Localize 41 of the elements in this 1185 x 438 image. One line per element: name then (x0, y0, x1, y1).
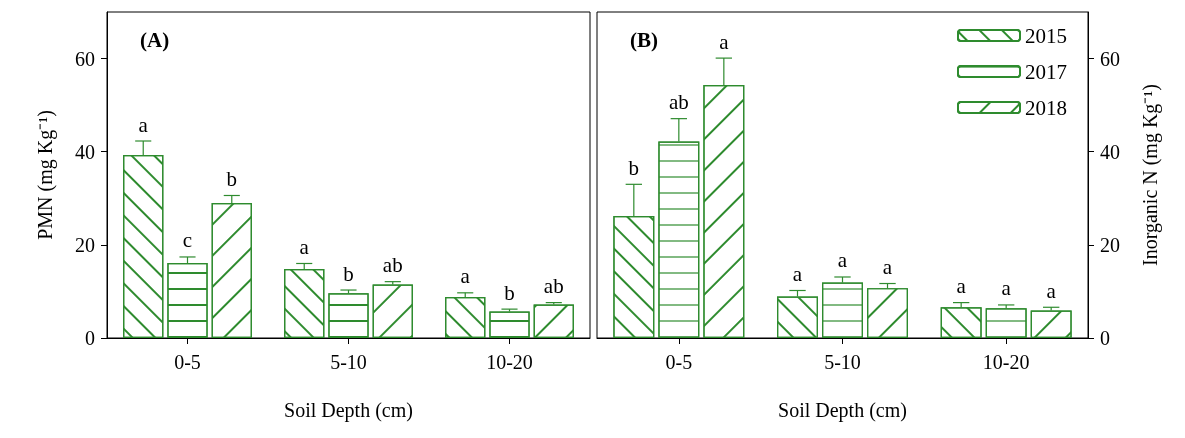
x-axis-title: Soil Depth (cm) (284, 399, 413, 422)
x-tick-label: 5-10 (824, 351, 861, 373)
x-axis-title: Soil Depth (cm) (778, 399, 907, 422)
data-label: a (956, 274, 967, 299)
data-label: ab (543, 274, 564, 299)
y-tick-label: 40 (75, 140, 95, 163)
text: (B) (630, 27, 658, 52)
data-label: a (1046, 278, 1057, 303)
legend-label: 2015 (1025, 23, 1067, 48)
x-tick-label: 5-10 (330, 351, 367, 373)
data-label: a (837, 248, 848, 273)
data-label: a (882, 255, 893, 280)
text: (A) (140, 27, 170, 52)
data-label: c (182, 228, 193, 253)
data-label: b (343, 261, 354, 286)
y-axis-title: Inorganic N (mg Kg⁻¹) (1139, 83, 1162, 267)
data-label: ab (382, 253, 403, 278)
data-label: b (628, 155, 640, 180)
x-tick-label: 10-20 (982, 351, 1030, 373)
y-axis-title: PMN (mg Kg⁻¹) (34, 110, 57, 240)
legend-label: 2018 (1025, 95, 1067, 120)
data-label: b (504, 280, 515, 305)
data-label: a (138, 112, 149, 137)
y-tick-label: 60 (75, 47, 95, 70)
x-tick-label: 0-5 (174, 351, 201, 373)
data-label: a (792, 262, 803, 286)
y-tick-label: 40 (1100, 140, 1120, 163)
legend-label: 2017 (1025, 59, 1067, 84)
data-label: a (460, 264, 471, 289)
data-label: a (299, 234, 310, 259)
y-tick-label: 60 (1100, 47, 1120, 70)
data-label: a (719, 29, 730, 54)
x-tick-label: 0-5 (665, 351, 693, 373)
y-tick-label: 20 (1100, 233, 1120, 256)
data-label: ab (668, 90, 689, 115)
y-tick-label: 0 (1100, 327, 1110, 349)
data-label: a (1001, 276, 1012, 301)
y-tick-label: 0 (85, 327, 95, 349)
x-tick-label: 10-20 (486, 351, 533, 373)
y-tick-label: 20 (75, 233, 95, 256)
data-label: b (226, 166, 238, 191)
